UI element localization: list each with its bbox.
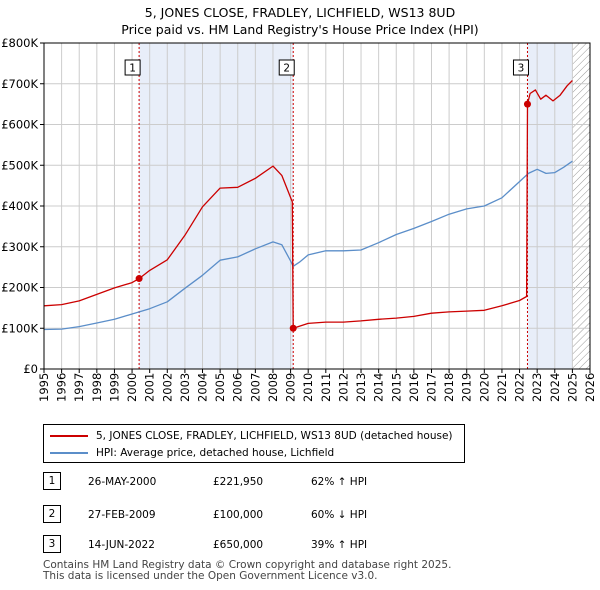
x-tick-label: 2014	[372, 373, 386, 402]
transaction-price: £100,000	[213, 509, 264, 521]
sale-label-number: 2	[283, 63, 290, 75]
x-tick-label: 2003	[178, 373, 192, 402]
x-tick-label: 2007	[248, 373, 262, 402]
transaction-price: £221,950	[213, 476, 264, 488]
legend-swatch-hpi	[50, 451, 88, 454]
y-tick-label: £600K	[1, 118, 38, 132]
x-tick-label: 2011	[319, 373, 333, 402]
x-tick-label: 2025	[565, 373, 579, 402]
sale-label-number: 3	[518, 63, 525, 75]
x-tick-label: 2008	[266, 373, 280, 402]
transaction-hpi-change: 39% ↑ HPI	[311, 539, 368, 551]
x-tick-label: 2005	[213, 373, 227, 402]
y-tick-label: £100K	[1, 321, 38, 335]
x-tick-label: 1999	[107, 373, 121, 402]
legend: 5, JONES CLOSE, FRADLEY, LICHFIELD, WS13…	[43, 424, 465, 463]
transaction-date: 26-MAY-2000	[88, 476, 157, 488]
sale-label-box	[512, 59, 529, 76]
x-tick-label: 2020	[477, 373, 491, 402]
footer-line2: This data is licensed under the Open Gov…	[43, 570, 378, 582]
y-tick-label: £500K	[1, 158, 38, 172]
legend-label-property: 5, JONES CLOSE, FRADLEY, LICHFIELD, WS13…	[96, 429, 453, 442]
sale-point	[135, 275, 143, 283]
x-tick-label: 1997	[72, 373, 86, 402]
transaction-number-badge: 1	[43, 472, 61, 490]
x-tick-label: 2015	[389, 373, 403, 402]
transaction-hpi-change: 62% ↑ HPI	[311, 476, 368, 488]
x-tick-label: 2010	[301, 373, 315, 402]
x-tick-label: 1996	[55, 373, 69, 402]
sale-label-box	[278, 59, 295, 76]
y-tick-label: £300K	[1, 240, 38, 254]
x-tick-label: 2017	[424, 373, 438, 402]
footer-line1: Contains HM Land Registry data © Crown c…	[43, 559, 452, 571]
x-tick-label: 2018	[442, 373, 456, 402]
x-tick-label: 2013	[354, 373, 368, 402]
transaction-hpi-change: 60% ↓ HPI	[311, 509, 368, 521]
legend-entry-property: 5, JONES CLOSE, FRADLEY, LICHFIELD, WS13…	[50, 427, 453, 444]
chart-area: 1 2 3 £0 £100K £200K £300K £400K £500K £600K £700…	[1, 36, 597, 402]
property-price-line	[44, 80, 573, 329]
transaction-date: 27-FEB-2009	[88, 509, 156, 521]
y-tick-label: £400K	[1, 199, 38, 213]
x-tick-label: 2016	[407, 373, 421, 402]
transaction-number-badge: 3	[43, 535, 61, 553]
sale-label-number: 1	[129, 63, 136, 75]
x-tick-label: 2006	[231, 373, 245, 402]
chart-title-line2: Price paid vs. HM Land Registry's House …	[121, 22, 479, 37]
y-tick-label: £0	[23, 362, 38, 376]
y-tick-label: £200K	[1, 281, 38, 295]
chart-title: 5, JONES CLOSE, FRADLEY, LICHFIELD, WS13…	[0, 4, 600, 38]
legend-swatch-property	[50, 434, 88, 437]
transaction-price: £650,000	[213, 539, 264, 551]
sale-point	[523, 100, 531, 108]
x-tick-label: 1998	[90, 373, 104, 402]
hpi-line	[44, 160, 573, 331]
x-tick-label: 2009	[284, 373, 298, 402]
x-tick-label: 2026	[583, 373, 597, 402]
x-tick-label: 2012	[336, 373, 350, 402]
transaction-number-badge: 2	[43, 505, 61, 523]
x-tick-label: 2024	[548, 373, 562, 402]
x-tick-label: 1995	[37, 373, 51, 402]
transaction-date: 14-JUN-2022	[88, 539, 155, 551]
y-tick-label: £700K	[1, 77, 38, 91]
x-tick-label: 2000	[125, 373, 139, 402]
x-tick-label: 2023	[530, 373, 544, 402]
sale-point	[289, 324, 297, 332]
x-tick-label: 2022	[513, 373, 527, 402]
footer-attribution: Contains HM Land Registry data © Crown c…	[43, 560, 451, 582]
x-tick-label: 2004	[196, 373, 210, 402]
legend-label-hpi: HPI: Average price, detached house, Lich…	[96, 446, 335, 459]
chart-title-line1: 5, JONES CLOSE, FRADLEY, LICHFIELD, WS13…	[144, 5, 456, 20]
x-tick-label: 2001	[143, 373, 157, 402]
legend-entry-hpi: HPI: Average price, detached house, Lich…	[50, 444, 334, 461]
x-tick-label: 2002	[160, 373, 174, 402]
x-tick-label: 2021	[495, 373, 509, 402]
y-tick-label: £800K	[1, 36, 38, 50]
x-tick-label: 2019	[460, 373, 474, 402]
sale-label-box	[124, 59, 141, 76]
